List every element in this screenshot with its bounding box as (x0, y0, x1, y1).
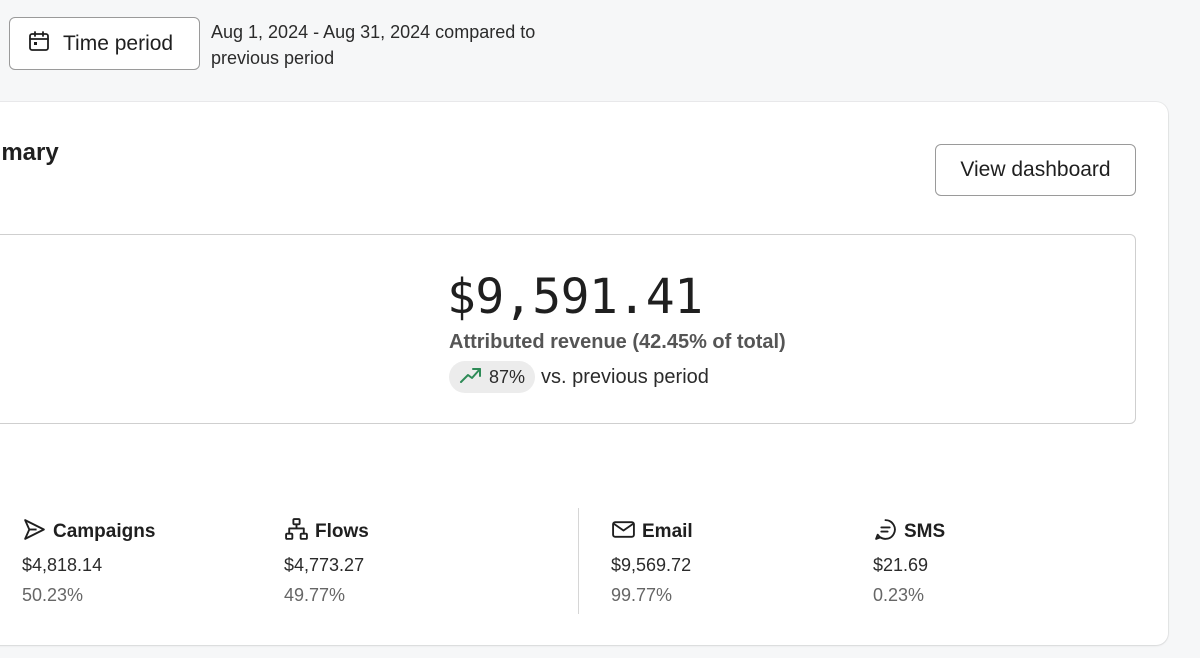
view-dashboard-button[interactable]: View dashboard (935, 144, 1136, 196)
channel-amount: $9,569.72 (611, 555, 692, 575)
trend-up-icon (459, 365, 483, 390)
channel-name: Flows (315, 521, 369, 542)
trend-badge: 87% (449, 361, 536, 393)
channel-divider (578, 508, 579, 614)
channel-amount: $4,818.14 (22, 555, 103, 575)
summary-card: mmary View dashboard 3 l $9,591.41 Attri… (0, 102, 1168, 645)
card-title: mmary (0, 139, 59, 166)
channel-campaigns: Campaigns $4,818.14 50.23% (22, 518, 155, 606)
trend-row: 87% vs. previous period (449, 361, 709, 393)
channel-percent: 0.23% (873, 585, 925, 605)
channel-email: Email $9,569.72 99.77% (611, 518, 693, 606)
mail-icon (611, 517, 636, 548)
channel-percent: 50.23% (22, 585, 84, 605)
calendar-icon (27, 29, 51, 59)
channel-name: SMS (904, 521, 946, 542)
attributed-revenue-label: Attributed revenue (42.45% of total) (449, 331, 786, 353)
attributed-revenue-value: $9,591.41 (447, 269, 703, 325)
channel-flows: Flows $4,773.27 49.77% (284, 517, 369, 606)
metrics-panel: 3 l $9,591.41 Attributed revenue (42.45%… (0, 234, 1136, 424)
trend-percent: 87% (489, 366, 526, 387)
send-icon (22, 517, 47, 548)
time-period-label: Time period (63, 31, 174, 55)
channel-name: Campaigns (53, 521, 156, 542)
flow-icon (284, 517, 309, 548)
message-icon (873, 517, 898, 548)
channel-percent: 99.77% (611, 585, 673, 605)
channel-sms: SMS $21.69 0.23% (873, 518, 945, 606)
channel-percent: 49.77% (284, 585, 346, 605)
channel-amount: $4,773.27 (284, 555, 365, 575)
channel-amount: $21.69 (873, 555, 929, 575)
time-period-button[interactable]: Time period (9, 17, 200, 70)
channel-name: Email (642, 521, 693, 542)
period-description: Aug 1, 2024 - Aug 31, 2024 compared to p… (211, 22, 536, 68)
trend-comparison-text: vs. previous period (541, 365, 709, 388)
